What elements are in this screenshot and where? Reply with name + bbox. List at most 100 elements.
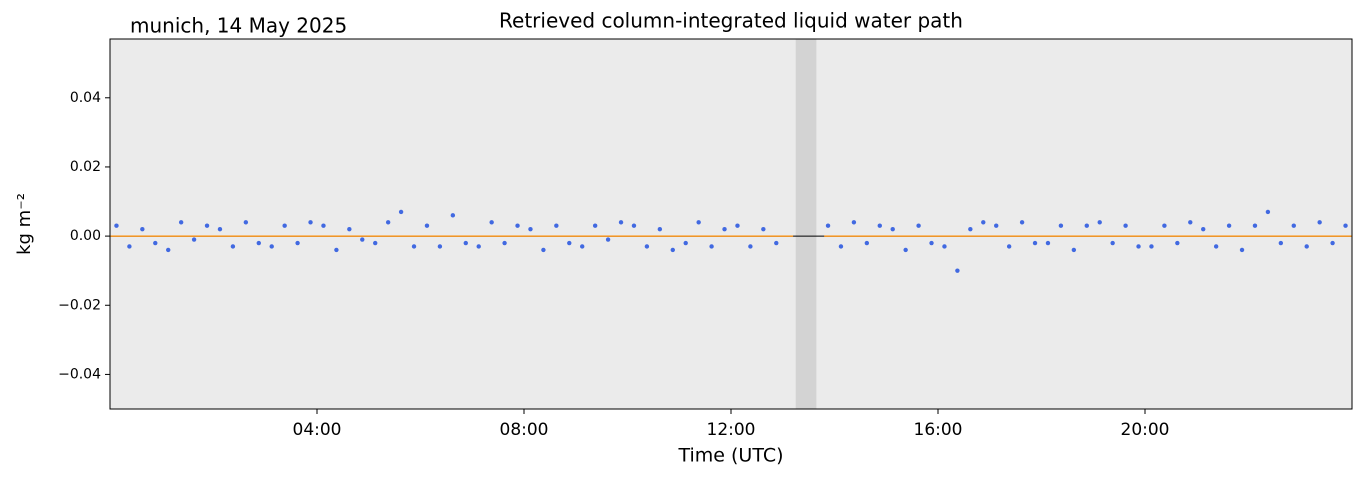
data-point (153, 240, 158, 246)
data-point (1136, 244, 1141, 249)
data-point (1239, 247, 1245, 253)
data-point (1110, 240, 1115, 246)
data-point (761, 226, 766, 232)
missing-data-span (795, 39, 817, 409)
data-point (321, 223, 326, 228)
data-point (1162, 223, 1167, 228)
data-point (1045, 240, 1051, 246)
data-point (398, 209, 404, 215)
data-point (968, 226, 973, 232)
data-point (385, 220, 391, 225)
data-point (347, 226, 352, 232)
data-point (373, 240, 378, 246)
data-point (424, 223, 430, 228)
data-point (166, 247, 171, 253)
data-point (696, 220, 701, 225)
data-point (282, 223, 287, 228)
data-point (256, 240, 261, 246)
data-point (864, 240, 870, 246)
data-point (981, 220, 986, 225)
data-point (657, 226, 663, 232)
data-point (825, 223, 831, 228)
y-tick-label: −0.04 (58, 366, 101, 382)
data-point (851, 220, 857, 225)
data-point (1097, 220, 1102, 225)
data-point (903, 247, 908, 253)
data-point (1317, 220, 1322, 225)
data-point (1252, 223, 1258, 228)
data-point (890, 226, 895, 232)
data-point (709, 244, 714, 249)
data-point (1058, 223, 1064, 228)
data-point (1019, 220, 1025, 225)
data-point (1175, 240, 1180, 246)
data-point (243, 220, 249, 225)
data-point (722, 226, 727, 232)
data-point (1330, 240, 1335, 246)
data-point (502, 240, 507, 246)
data-point (942, 244, 947, 249)
data-point (683, 240, 688, 246)
data-point (567, 240, 572, 246)
data-point (748, 244, 753, 249)
y-axis-label: kg m⁻² (14, 193, 35, 255)
data-point (1291, 223, 1296, 228)
data-point (618, 220, 624, 225)
data-point (1071, 247, 1077, 253)
data-point (1278, 240, 1284, 246)
data-point (877, 223, 882, 228)
corner-text: munich, 14 May 2025 (130, 14, 347, 38)
data-point (230, 244, 236, 249)
data-point (411, 244, 417, 249)
data-point (450, 213, 456, 218)
data-point (191, 237, 197, 242)
x-tick-label: 16:00 (914, 420, 963, 440)
data-point (1265, 209, 1271, 215)
data-point (1084, 223, 1089, 228)
data-point (631, 223, 637, 228)
data-point (114, 223, 119, 228)
x-axis-label: Time (UTC) (677, 445, 783, 467)
data-point (670, 247, 675, 253)
plot-frame (109, 38, 1353, 410)
data-point (269, 244, 274, 249)
data-point (929, 240, 934, 246)
data-point (541, 247, 546, 253)
data-point (1188, 220, 1193, 225)
data-point (1343, 223, 1348, 228)
plot-area (110, 39, 1352, 409)
data-point (437, 244, 443, 249)
data-point (1201, 226, 1206, 232)
y-tick-label: −0.02 (58, 297, 101, 313)
data-point (1006, 244, 1012, 249)
y-tick-label: 0.02 (70, 159, 101, 175)
data-point (774, 240, 779, 246)
y-tick-label: 0.00 (70, 228, 101, 244)
data-point (644, 244, 650, 249)
data-point (217, 226, 223, 232)
x-tick-label: 12:00 (707, 420, 756, 440)
data-point (295, 240, 300, 246)
data-point (554, 223, 559, 228)
data-point (605, 237, 611, 242)
data-point (334, 247, 339, 253)
plot-layer (110, 39, 1352, 409)
data-point (1123, 223, 1128, 228)
data-point (838, 244, 844, 249)
data-point (308, 220, 313, 225)
data-point (1213, 244, 1219, 249)
data-point (1304, 244, 1309, 249)
data-point (127, 244, 132, 249)
data-point (1226, 223, 1232, 228)
data-point (592, 223, 598, 228)
data-point (515, 223, 520, 228)
data-point (489, 220, 494, 225)
data-point (955, 268, 960, 273)
data-point (463, 240, 468, 246)
chart-title: Retrieved column-integrated liquid water… (499, 9, 963, 33)
x-tick-label: 08:00 (500, 420, 549, 440)
data-point (140, 226, 145, 232)
data-point (476, 244, 481, 249)
data-point (204, 223, 210, 228)
